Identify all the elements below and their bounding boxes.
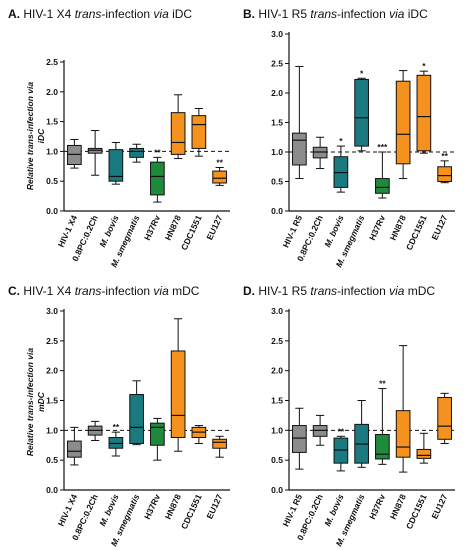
y-tick-label: 3.0 bbox=[271, 29, 283, 39]
category-label: M. bovis bbox=[322, 213, 346, 248]
box-3 bbox=[129, 394, 144, 444]
box-7 bbox=[212, 438, 227, 449]
category-label: HIV-1 X4 bbox=[56, 213, 80, 248]
box-4 bbox=[375, 434, 390, 460]
panel-title: C. HIV-1 X4 trans-infection via mDC bbox=[8, 284, 200, 298]
box-7 bbox=[212, 170, 227, 184]
category-label: CDC1551 bbox=[404, 492, 429, 530]
category-label: HN878 bbox=[388, 213, 408, 241]
panel-a: A. HIV-1 X4 trans-infection via iDC Relat… bbox=[8, 7, 230, 269]
significance-label: * bbox=[339, 136, 343, 146]
panel-title: D. HIV-1 R5 trans-infection via mDC bbox=[243, 284, 435, 298]
y-axis-label: Relative trans-infection viaiDC bbox=[25, 82, 46, 190]
panel-title: A. HIV-1 X4 trans-infection via iDC bbox=[8, 7, 192, 21]
y-tick-label: 2.5 bbox=[271, 336, 283, 346]
y-tick-label: 0.0 bbox=[46, 206, 58, 216]
category-label: H37Rv bbox=[367, 492, 387, 520]
box-7 bbox=[437, 397, 452, 440]
y-tick-label: 1.0 bbox=[46, 425, 58, 435]
category-label: EU127 bbox=[429, 492, 449, 520]
box-6 bbox=[416, 448, 432, 459]
y-tick-label: 3.0 bbox=[46, 306, 58, 316]
panel-title: B. HIV-1 R5 trans-infection via iDC bbox=[243, 7, 428, 21]
y-axis-label: Relative trans-infection viamDC bbox=[25, 348, 46, 456]
significance-label: ** bbox=[441, 151, 448, 161]
panel-c: C. HIV-1 X4 trans-infection via mDC Relat… bbox=[8, 284, 230, 548]
box-6 bbox=[191, 115, 207, 149]
box-5 bbox=[170, 112, 186, 155]
category-label: HN878 bbox=[163, 213, 183, 241]
significance-label: * bbox=[360, 68, 364, 78]
significance-label: ** bbox=[379, 379, 386, 389]
box-5 bbox=[395, 410, 411, 458]
significance-label: ** bbox=[113, 422, 120, 432]
y-tick-label: 0.0 bbox=[271, 206, 283, 216]
category-label: H37Rv bbox=[367, 213, 387, 241]
box-4 bbox=[375, 178, 390, 194]
y-tick-label: 1.5 bbox=[271, 118, 283, 128]
panel-b: B. HIV-1 R5 trans-infection via iDC 0.0 0.… bbox=[243, 7, 455, 269]
category-label: H37Rv bbox=[142, 213, 162, 241]
y-tick-label: 1.0 bbox=[271, 425, 283, 435]
box-0 bbox=[292, 132, 307, 166]
y-tick-label: 0.5 bbox=[271, 455, 283, 465]
y-tick-label: 2.0 bbox=[271, 366, 283, 376]
category-label: HIV-1 R5 bbox=[281, 213, 305, 249]
significance-label: ** bbox=[338, 426, 345, 436]
y-tick-label: 2.5 bbox=[271, 59, 283, 69]
significance-label: *** bbox=[377, 142, 388, 152]
box-4 bbox=[150, 161, 165, 196]
box-5 bbox=[395, 80, 411, 165]
y-tick-label: 0.5 bbox=[46, 455, 58, 465]
y-tick-label: 1.0 bbox=[271, 147, 283, 157]
category-label: EU127 bbox=[429, 213, 449, 241]
category-label: M. bovis bbox=[97, 213, 121, 248]
y-tick-label: 1.5 bbox=[46, 117, 58, 127]
box-3 bbox=[354, 78, 369, 147]
category-label: M. bovis bbox=[97, 492, 121, 527]
category-label: CDC1551 bbox=[404, 213, 429, 251]
y-tick-label: 2.0 bbox=[46, 87, 58, 97]
box-2 bbox=[108, 149, 124, 182]
box-6 bbox=[416, 74, 432, 152]
box-5 bbox=[170, 350, 186, 438]
y-tick-label: 2.5 bbox=[46, 336, 58, 346]
panel-d: D. HIV-1 R5 trans-infection via mDC 0.0 0.… bbox=[243, 284, 455, 548]
category-label: HIV-1 R5 bbox=[281, 492, 305, 528]
box-0 bbox=[292, 425, 307, 453]
y-tick-label: 1.5 bbox=[271, 396, 283, 406]
significance-label: ** bbox=[216, 157, 223, 167]
category-label: HIV-1 X4 bbox=[56, 492, 80, 527]
category-label: EU127 bbox=[204, 213, 224, 241]
y-tick-label: 1.0 bbox=[46, 146, 58, 156]
box-3 bbox=[129, 147, 144, 158]
y-tick-label: 2.5 bbox=[46, 57, 58, 67]
y-tick-label: 3.0 bbox=[271, 306, 283, 316]
category-label: CDC1551 bbox=[179, 213, 204, 251]
y-tick-label: 0.0 bbox=[46, 485, 58, 495]
y-tick-label: 2.0 bbox=[46, 366, 58, 376]
significance-label: ** bbox=[154, 147, 161, 157]
category-label: HN878 bbox=[388, 492, 408, 520]
y-tick-label: 0.5 bbox=[46, 176, 58, 186]
box-4 bbox=[150, 422, 165, 446]
box-0 bbox=[67, 440, 82, 458]
category-label: CDC1551 bbox=[179, 492, 204, 530]
significance-label: * bbox=[422, 61, 426, 71]
y-tick-label: 1.5 bbox=[46, 396, 58, 406]
box-7 bbox=[437, 166, 452, 182]
y-tick-label: 2.0 bbox=[271, 88, 283, 98]
y-tick-label: 0.0 bbox=[271, 485, 283, 495]
category-label: HN878 bbox=[163, 492, 183, 520]
y-tick-label: 0.5 bbox=[271, 177, 283, 187]
category-label: H37Rv bbox=[142, 492, 162, 520]
category-label: EU127 bbox=[204, 492, 224, 520]
category-label: M. bovis bbox=[322, 492, 346, 527]
